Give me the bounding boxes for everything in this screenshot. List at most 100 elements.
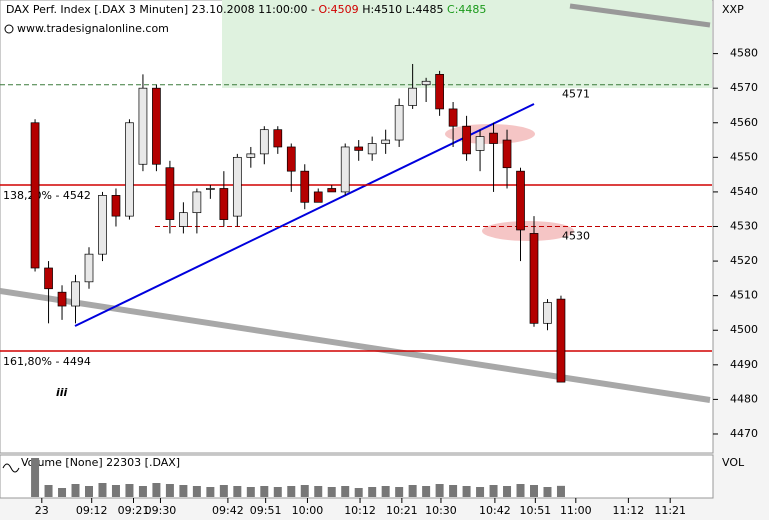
volume-bar <box>98 483 107 497</box>
candle-body <box>138 87 148 165</box>
candle-body <box>543 302 552 324</box>
candle-body <box>421 80 431 86</box>
candle-body <box>516 170 525 231</box>
candle-body <box>44 267 53 290</box>
x-tick-label: 10:21 <box>386 504 418 517</box>
x-tick-label: 11:21 <box>654 504 686 517</box>
x-tick-label: 11:12 <box>613 504 645 517</box>
candle-body <box>286 146 296 172</box>
y-tick-label: 4570 <box>730 81 758 94</box>
channel-line <box>569 3 711 28</box>
candle-body <box>219 188 229 220</box>
candle-body <box>313 191 323 203</box>
volume-bar <box>435 484 444 497</box>
volume-label: Volume [None] 22303 [.DAX] <box>21 456 180 469</box>
candle-body <box>340 146 350 193</box>
candle-body <box>165 167 175 220</box>
volume-bar <box>260 486 269 497</box>
candle-body <box>502 139 512 169</box>
channel-line <box>0 288 711 403</box>
y-tick-label: 4470 <box>730 427 758 440</box>
level-label: 4571 <box>562 88 590 101</box>
header: DAX Perf. Index [.DAX 3 Minuten] 23.10.2… <box>6 3 486 16</box>
candle-body <box>408 87 417 106</box>
volume-bar <box>58 488 67 497</box>
header-high: H:4510 <box>362 3 402 16</box>
candle-body <box>84 253 94 283</box>
x-tick-label: 10:30 <box>425 504 457 517</box>
x-tick-label: 09:42 <box>212 504 244 517</box>
volume-bar <box>138 486 147 497</box>
volume-bar <box>206 487 215 497</box>
volume-bar <box>462 486 471 497</box>
header-open: O:4509 <box>319 3 359 16</box>
volume-bar <box>489 485 498 497</box>
candle-body <box>206 188 215 190</box>
level-label: 4530 <box>562 230 590 243</box>
volume-bar <box>85 486 93 497</box>
volume-bar <box>165 484 174 497</box>
candle-body <box>71 281 80 307</box>
volume-bar <box>449 485 458 497</box>
volume-bar <box>300 485 309 497</box>
x-tick-label: 09:30 <box>145 504 177 517</box>
copyright-icon <box>4 24 14 34</box>
volume-bar <box>327 487 336 497</box>
y-tick-label: 4560 <box>730 116 758 129</box>
candle-body <box>30 122 40 269</box>
candle-body <box>435 73 444 110</box>
volume-bar <box>287 486 296 497</box>
header-title: DAX Perf. Index [.DAX 3 Minuten] 23.10.2… <box>6 3 315 16</box>
y-tick-label: 4510 <box>730 289 758 302</box>
y-tick-label: 4530 <box>730 220 758 233</box>
y-tick-label: 4480 <box>730 392 758 405</box>
candle-body <box>462 125 471 155</box>
y-tick-label: 4490 <box>730 358 758 371</box>
volume-bar <box>111 485 120 497</box>
volume-bar <box>31 458 40 497</box>
candle-body <box>57 291 67 307</box>
x-tick-label: 09:51 <box>250 504 282 517</box>
candle-body <box>394 105 404 141</box>
volume-bar <box>408 485 417 497</box>
y-tick-label: 4500 <box>730 323 758 336</box>
source: www.tradesignalonline.com <box>17 22 169 35</box>
candle-body <box>98 195 107 255</box>
volume-bar <box>179 485 188 497</box>
candle-body <box>529 233 539 324</box>
volume-icon <box>2 463 20 473</box>
volume-bar <box>530 485 538 497</box>
volume-axis-label: VOL <box>722 456 745 469</box>
volume-bar <box>368 487 377 497</box>
header-low: L:4485 <box>406 3 444 16</box>
volume-bar <box>246 487 255 497</box>
volume-bar <box>476 487 485 497</box>
y-tick-label: 4520 <box>730 254 758 267</box>
candle-body <box>300 170 310 203</box>
candle-body <box>367 143 377 155</box>
candle-body <box>354 146 364 151</box>
volume-bar <box>273 487 282 497</box>
candle-body <box>192 191 202 214</box>
y-tick-label: 4550 <box>730 150 758 163</box>
header-close: C:4485 <box>447 3 486 16</box>
y-tick-label: 4540 <box>730 185 758 198</box>
volume-bar <box>395 487 404 497</box>
y-tick-label: 4580 <box>730 47 758 60</box>
candle-body <box>246 153 256 158</box>
volume-bar <box>381 486 390 497</box>
volume-bar <box>556 485 565 497</box>
candle-body <box>125 122 134 217</box>
candle-body <box>273 129 283 148</box>
candle-body <box>152 87 161 165</box>
x-tick-label: 10:51 <box>519 504 551 517</box>
logo: iii <box>56 386 68 399</box>
candle-body <box>259 129 269 155</box>
volume-bar <box>71 484 80 497</box>
volume-bar <box>354 488 363 497</box>
volume-bar <box>422 486 431 497</box>
candle-body <box>111 195 121 217</box>
candle-body <box>489 132 498 144</box>
volume-bar <box>543 487 552 497</box>
x-tick-label: 10:00 <box>292 504 324 517</box>
